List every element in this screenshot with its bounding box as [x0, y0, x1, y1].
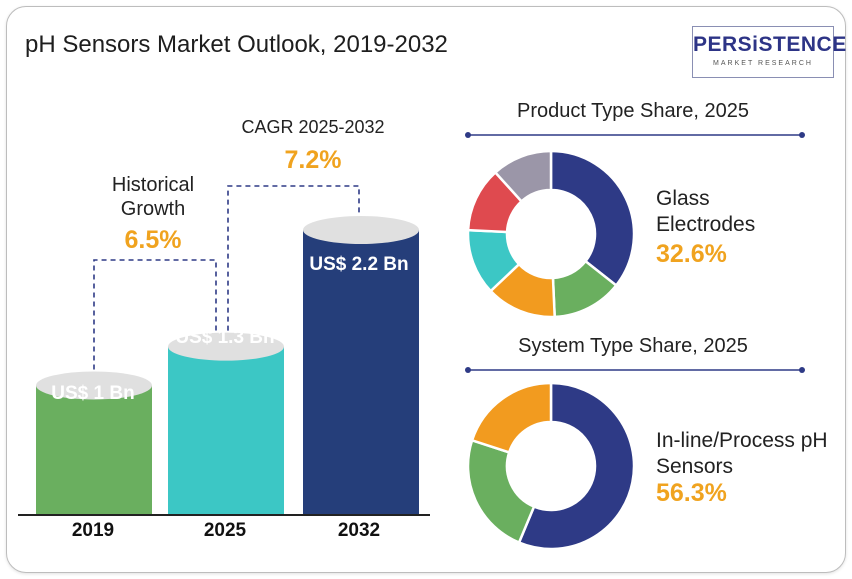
x-tick-2032: 2032 [337, 520, 381, 541]
product-share-rule-dot-right [799, 132, 805, 138]
bar-cap-2025 [168, 332, 284, 361]
bar-cap-2019 [36, 371, 152, 400]
page-title: pH Sensors Market Outlook, 2019-2032 [25, 31, 448, 58]
historical-growth-label: Historical Growth [111, 174, 195, 220]
system-share-rule-dot-left [465, 367, 471, 373]
bar-value-label-2025: US$ 1.3 Bn [175, 327, 275, 348]
product-share-rule-dot-left [465, 132, 471, 138]
product-share-slice-5 [493, 149, 553, 204]
product-share-slice-0 [549, 149, 636, 288]
system-share-title: System Type Share, 2025 [518, 335, 748, 357]
bar-2032 [303, 230, 419, 515]
bar-cap-2032 [303, 216, 419, 244]
system-share-slice-0 [517, 381, 636, 551]
bar-value-label-2019: US$ 1 Bn [51, 383, 135, 404]
bar-2019 [36, 385, 152, 515]
x-tick-2019: 2019 [71, 520, 115, 541]
cagr-value: 7.2% [284, 146, 342, 174]
logo-tagline: MARKET RESEARCH [713, 60, 813, 67]
logo-wordmark: PERSiSTENCE [693, 33, 847, 56]
historical-growth-connector [93, 259, 217, 370]
system-share-slice-1 [466, 438, 536, 545]
system-share-rule-dot-right [799, 367, 805, 373]
x-tick-2025: 2025 [203, 520, 247, 541]
product-share-highlight-label: Glass Electrodes [656, 187, 756, 236]
cagr-connector [227, 185, 360, 331]
cagr-label: CAGR 2025-2032 [241, 117, 385, 137]
brand-logo: PERSiSTENCE MARKET RESEARCH [692, 26, 847, 78]
system-share-highlight-label: In-line/Process pH Sensors [656, 429, 828, 478]
system-share-slice-2 [470, 381, 553, 454]
bar-value-label-2032: US$ 2.2 Bn [309, 254, 409, 275]
bar-2025 [168, 346, 284, 515]
historical-growth-value: 6.5% [124, 226, 182, 254]
product-share-title: Product Type Share, 2025 [516, 100, 749, 122]
product-share-highlight-value: 32.6% [656, 240, 727, 268]
system-share-highlight-value: 56.3% [656, 479, 727, 507]
